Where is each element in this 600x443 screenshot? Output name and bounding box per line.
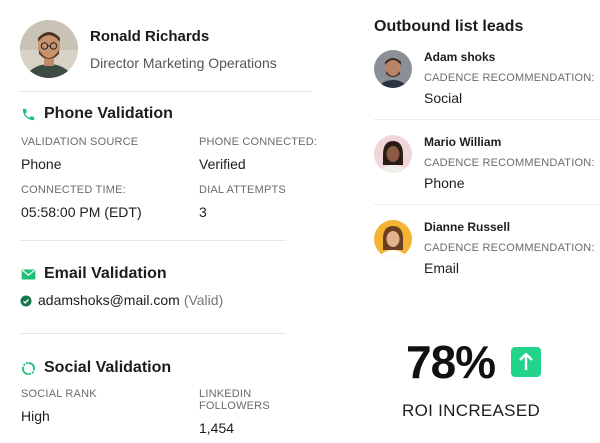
avatar [374, 220, 412, 258]
field-value: Verified [199, 156, 246, 172]
arrow-up-icon [511, 347, 542, 377]
profile-role: Director Marketing Operations [90, 54, 277, 71]
divider [374, 204, 600, 205]
field-label: LINKEDIN FOLLOWERS [199, 388, 270, 412]
outbound-title: Outbound list leads [374, 18, 524, 35]
field-label: VALIDATION SOURCE [21, 136, 139, 148]
field-value: High [21, 408, 50, 424]
lead-name: Mario William [424, 135, 502, 149]
avatar [374, 135, 412, 173]
field-value: Phone [21, 156, 62, 172]
avatar [374, 50, 412, 88]
refresh-icon [20, 360, 36, 376]
field-label: CONNECTED TIME: [21, 184, 126, 196]
social-rank-field: SOCIAL RANK High [21, 388, 97, 424]
check-circle-icon [20, 294, 32, 307]
section-title-text: Social Validation [44, 359, 172, 376]
field-label: DIAL ATTEMPTS [199, 184, 286, 196]
lead-item[interactable]: Mario William CADENCE RECOMMENDATION: Ph… [374, 135, 595, 191]
divider [20, 240, 286, 241]
lead-value: Social [424, 90, 463, 106]
section-title-text: Email Validation [44, 265, 167, 282]
divider [20, 333, 286, 334]
field-value: 05:58:00 PM (EDT) [21, 204, 142, 220]
phone-icon [20, 106, 36, 122]
field-label: SOCIAL RANK [21, 388, 97, 400]
roi-card: 78% ROI INCREASED [360, 315, 600, 443]
profile-header: Ronald Richards Director Marketing Opera… [20, 20, 277, 78]
validation-card: Ronald Richards Director Marketing Opera… [20, 20, 318, 436]
validation-source-field: VALIDATION SOURCE Phone [21, 136, 138, 172]
dial-attempts-field: DIAL ATTEMPTS 3 [199, 184, 286, 220]
lead-value: Phone [424, 175, 465, 191]
field-value: 1,454 [199, 420, 235, 436]
divider [20, 91, 312, 92]
phone-validation-title: Phone Validation [20, 105, 173, 123]
email-status: (Valid) [183, 292, 224, 308]
lead-name: Adam shoks [424, 50, 496, 64]
roi-value: 78% [406, 336, 496, 388]
email-validation-title: Email Validation [20, 265, 167, 283]
lead-label: CADENCE RECOMMENDATION: [424, 72, 595, 84]
lead-value: Email [424, 260, 460, 276]
divider [374, 119, 600, 120]
envelope-icon [20, 266, 36, 282]
lead-item[interactable]: Adam shoks CADENCE RECOMMENDATION: Socia… [374, 50, 595, 106]
outbound-leads-card: Outbound list leads Adam shoks CADENCE R… [360, 0, 600, 300]
lead-label: CADENCE RECOMMENDATION: [424, 157, 595, 169]
lead-label: CADENCE RECOMMENDATION: [424, 242, 595, 254]
roi-label: ROI INCREASED [402, 401, 541, 420]
field-label: PHONE CONNECTED: [199, 136, 318, 148]
connected-time-field: CONNECTED TIME: 05:58:00 PM (EDT) [21, 184, 142, 220]
profile-name: Ronald Richards [90, 27, 210, 45]
section-title-text: Phone Validation [44, 105, 173, 122]
email-validation-row: adamshoks@mail.com (Valid) [20, 292, 223, 308]
email-address[interactable]: adamshoks@mail.com [38, 292, 180, 308]
social-validation-title: Social Validation [20, 359, 171, 377]
phone-connected-field: PHONE CONNECTED: Verified [199, 136, 317, 172]
lead-item[interactable]: Dianne Russell CADENCE RECOMMENDATION: E… [374, 220, 595, 276]
lead-name: Dianne Russell [424, 220, 511, 234]
avatar[interactable] [20, 20, 78, 78]
linkedin-followers-field: LINKEDIN FOLLOWERS 1,454 [199, 388, 318, 436]
field-value: 3 [199, 204, 207, 220]
